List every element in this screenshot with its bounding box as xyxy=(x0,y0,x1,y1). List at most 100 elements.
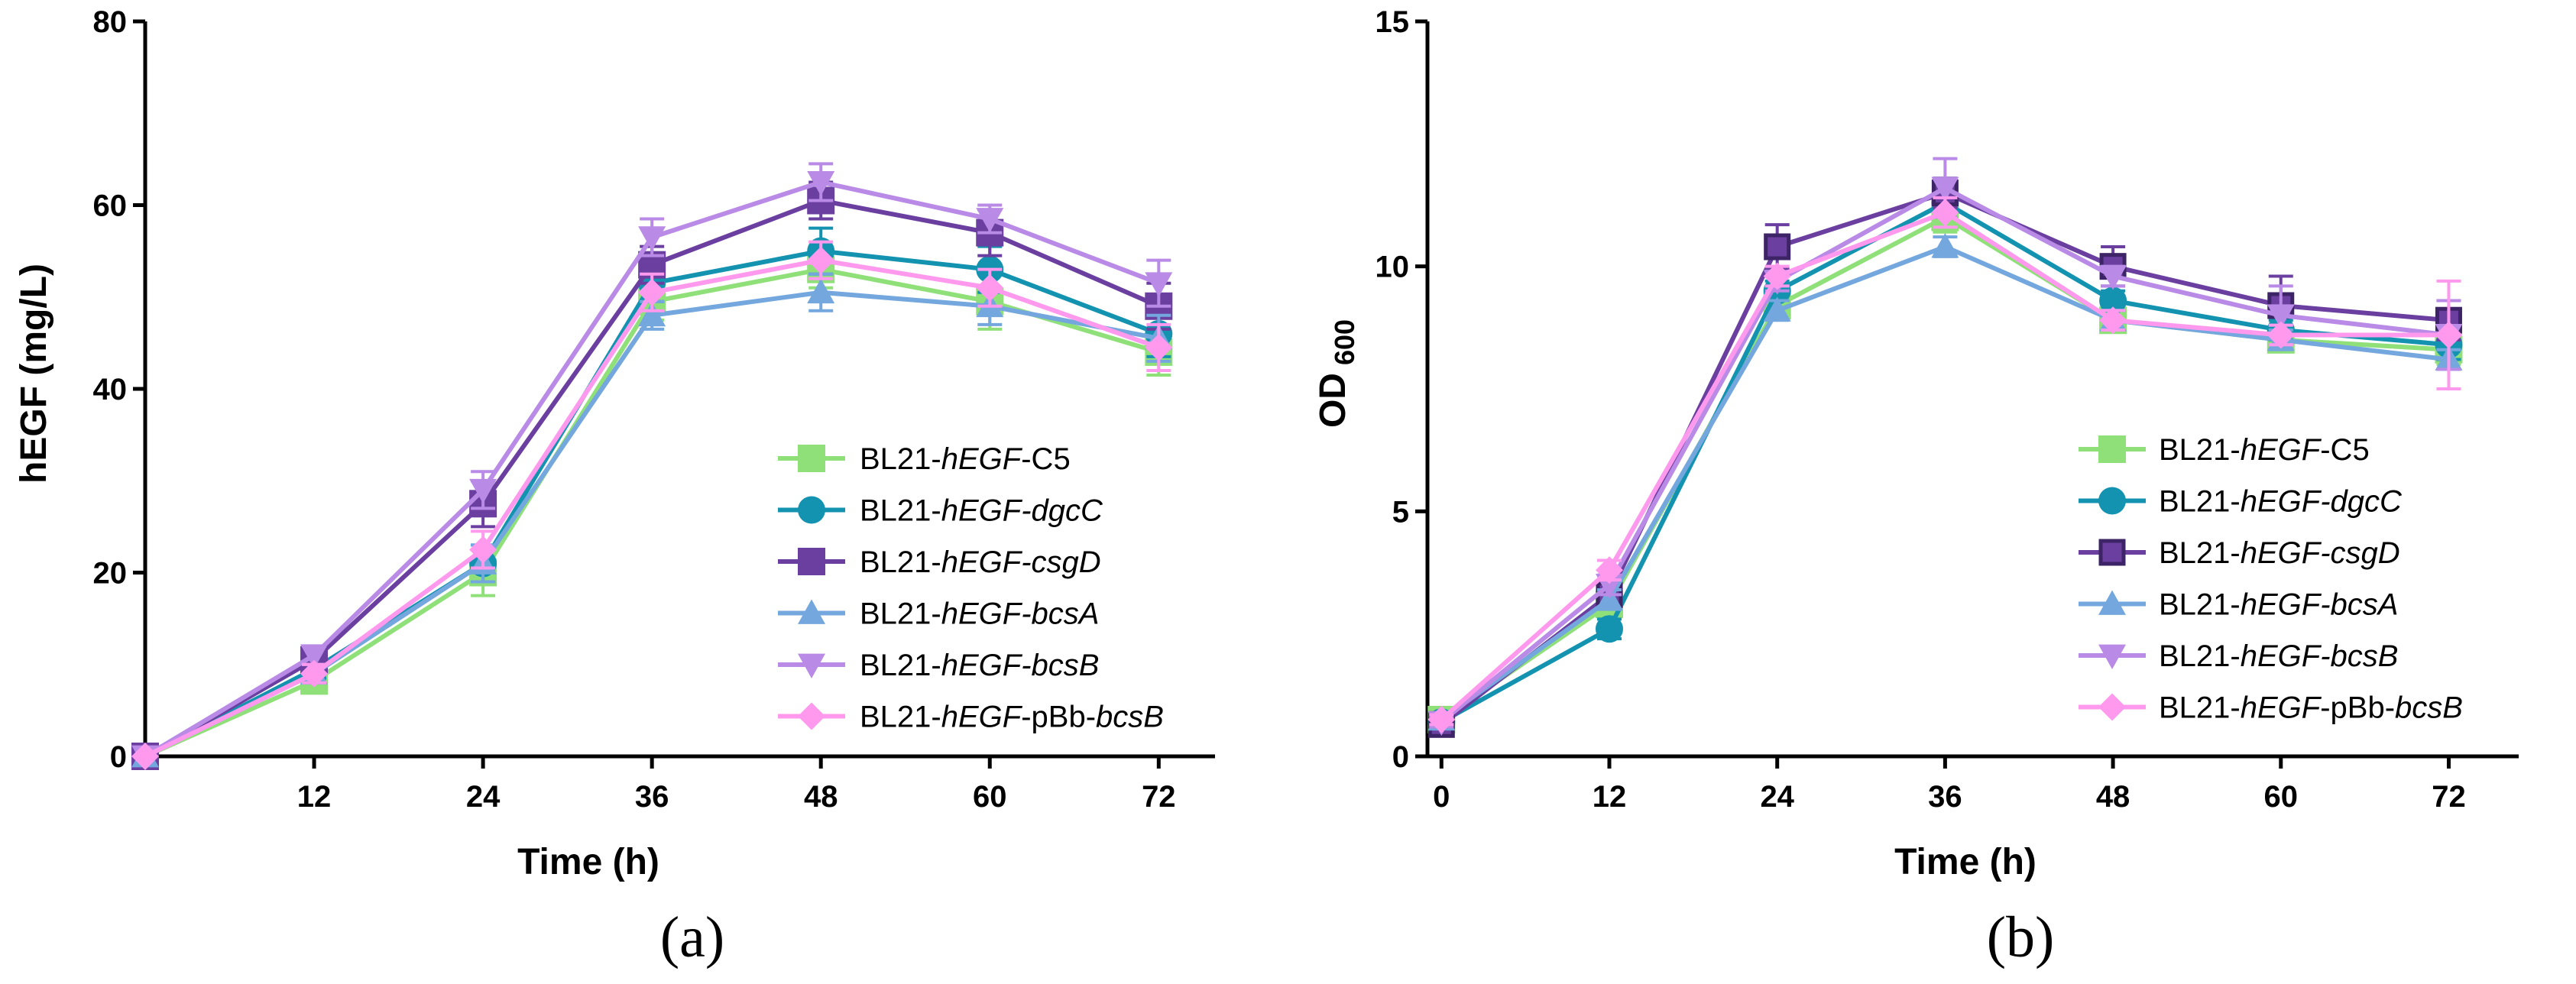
chart-panel-a: 0 20 40 60 80 12 24 36 48 60 72 Time (h) hEGF (mg/L)… xyxy=(14,5,1215,969)
legend-label: BL21-hEGF-bcsB xyxy=(2159,639,2398,673)
data-point xyxy=(2435,321,2463,349)
panel-caption: (b) xyxy=(1987,905,2055,969)
data-point xyxy=(807,246,835,274)
legend-item: BL21-hEGF-pBb-bcsB xyxy=(778,701,1164,734)
data-point xyxy=(1764,233,1791,261)
legend-marker xyxy=(2098,693,2126,721)
legend-label-suffix: -pBb- xyxy=(1021,701,1096,734)
legend-item: BL21-hEGF-bcsB xyxy=(778,649,1099,682)
y-tick-label: 0 xyxy=(1392,740,1409,774)
data-point xyxy=(2267,304,2295,329)
x-tick-label: 36 xyxy=(1928,780,1962,814)
data-point xyxy=(1763,262,1791,290)
legend-item: BL21-hEGF-bcsB xyxy=(2079,639,2398,673)
data-point xyxy=(2099,265,2127,290)
legend-label: BL21-hEGF-dgcC xyxy=(860,494,1103,528)
data-point xyxy=(807,171,835,196)
y-tick-label: 60 xyxy=(93,189,128,223)
x-tick-label: 24 xyxy=(1760,780,1794,814)
legend-label-prefix: BL21- xyxy=(860,649,941,682)
legend-label-suffix: -C5 xyxy=(1021,442,1070,476)
data-point xyxy=(1427,705,1456,733)
data-point xyxy=(976,208,1004,233)
legend-label-prefix: BL21- xyxy=(2159,691,2241,725)
y-tick-label: 80 xyxy=(93,5,128,39)
legend-label-suffix: -pBb- xyxy=(2320,691,2395,725)
y-tick-label: 40 xyxy=(93,373,128,406)
x-tick-label: 12 xyxy=(297,780,332,814)
legend-label-prefix: BL21- xyxy=(2159,485,2241,519)
legend-label-italic: hEGF-csgD xyxy=(941,545,1101,579)
data-point xyxy=(2267,321,2295,349)
y-tick-label: 20 xyxy=(93,557,128,591)
legend-item: BL21-hEGF-pBb-bcsB xyxy=(2079,691,2463,725)
data-point xyxy=(2099,306,2127,335)
x-tick-label: 12 xyxy=(1593,780,1627,814)
legend-label: BL21-hEGF-csgD xyxy=(860,545,1101,579)
data-point xyxy=(1931,233,1959,258)
legend-label: BL21-hEGF-dgcC xyxy=(2159,485,2403,519)
legend-marker xyxy=(798,653,825,678)
legend-marker xyxy=(2098,590,2126,615)
y-axis-title-subscript: 600 xyxy=(1329,319,1360,365)
legend-label-italic: hEGF-csgD xyxy=(2241,536,2400,570)
series-5 xyxy=(1427,196,2463,733)
data-point xyxy=(1931,199,1959,227)
y-tick-label: 5 xyxy=(1392,495,1409,529)
legend-label-italic: hEGF xyxy=(2241,433,2322,467)
data-point xyxy=(469,536,497,564)
data-point xyxy=(300,659,329,688)
legend-item: BL21-hEGF-csgD xyxy=(2079,536,2400,570)
legend-label-prefix: BL21- xyxy=(860,545,941,579)
legend-item: BL21-hEGF-dgcC xyxy=(778,494,1103,528)
legend-label-prefix: BL21- xyxy=(860,597,941,631)
data-point xyxy=(1596,615,1623,643)
legend-label-italic2: bcsB xyxy=(2395,691,2463,725)
data-point xyxy=(638,301,666,327)
x-tick-label: 72 xyxy=(1142,780,1176,814)
legend-label: BL21-hEGF-pBb-bcsB xyxy=(2159,691,2463,725)
legend-item: BL21-hEGF-C5 xyxy=(2079,433,2370,467)
series-5 xyxy=(131,240,1173,770)
legend-item: BL21-hEGF-C5 xyxy=(778,442,1071,476)
data-point xyxy=(638,226,666,251)
data-point xyxy=(1596,556,1623,584)
legend-item: BL21-hEGF-bcsA xyxy=(2079,588,2398,622)
data-point xyxy=(131,743,159,770)
data-point xyxy=(1145,272,1173,297)
x-tick-label: 48 xyxy=(2096,780,2130,814)
legend-label: BL21-hEGF-bcsA xyxy=(860,597,1099,631)
legend-marker xyxy=(798,702,825,730)
legend-marker xyxy=(2098,644,2126,669)
legend-label: BL21-hEGF-csgD xyxy=(2159,536,2400,570)
legend-label-prefix: BL21- xyxy=(860,494,941,528)
y-axis-title: hEGF (mg/L) xyxy=(14,264,54,484)
x-tick-label: 0 xyxy=(1433,780,1450,814)
legend-label-italic: hEGF xyxy=(941,701,1023,734)
x-tick-label: 24 xyxy=(466,780,501,814)
legend-label-italic: hEGF-bcsB xyxy=(941,649,1100,682)
data-point xyxy=(300,644,329,669)
legend-label-prefix: BL21- xyxy=(860,701,941,734)
legend-label-italic: hEGF-bcsB xyxy=(2241,639,2399,673)
x-axis-title: Time (h) xyxy=(517,842,659,882)
legend-label-prefix: BL21- xyxy=(2159,433,2241,467)
legend-marker xyxy=(2098,435,2126,463)
legend-label-italic: hEGF xyxy=(941,442,1023,476)
legend-label-italic: hEGF-bcsA xyxy=(2241,588,2399,622)
y-tick-label: 15 xyxy=(1375,5,1410,39)
legend-label-prefix: BL21- xyxy=(2159,639,2241,673)
data-point xyxy=(1931,176,1959,202)
legend-label: BL21-hEGF-bcsB xyxy=(860,649,1099,682)
legend-item: BL21-hEGF-dgcC xyxy=(2079,485,2403,519)
legend-label: BL21-hEGF-C5 xyxy=(860,442,1071,476)
x-axis-title: Time (h) xyxy=(1894,842,2036,882)
data-point xyxy=(1145,333,1173,361)
legend-label-italic: hEGF-bcsA xyxy=(941,597,1100,631)
legend-item: BL21-hEGF-bcsA xyxy=(778,597,1099,631)
legend-label: BL21-hEGF-pBb-bcsB xyxy=(860,701,1164,734)
data-point xyxy=(807,278,835,304)
legend-item: BL21-hEGF-csgD xyxy=(778,545,1101,579)
data-point xyxy=(976,274,1004,302)
